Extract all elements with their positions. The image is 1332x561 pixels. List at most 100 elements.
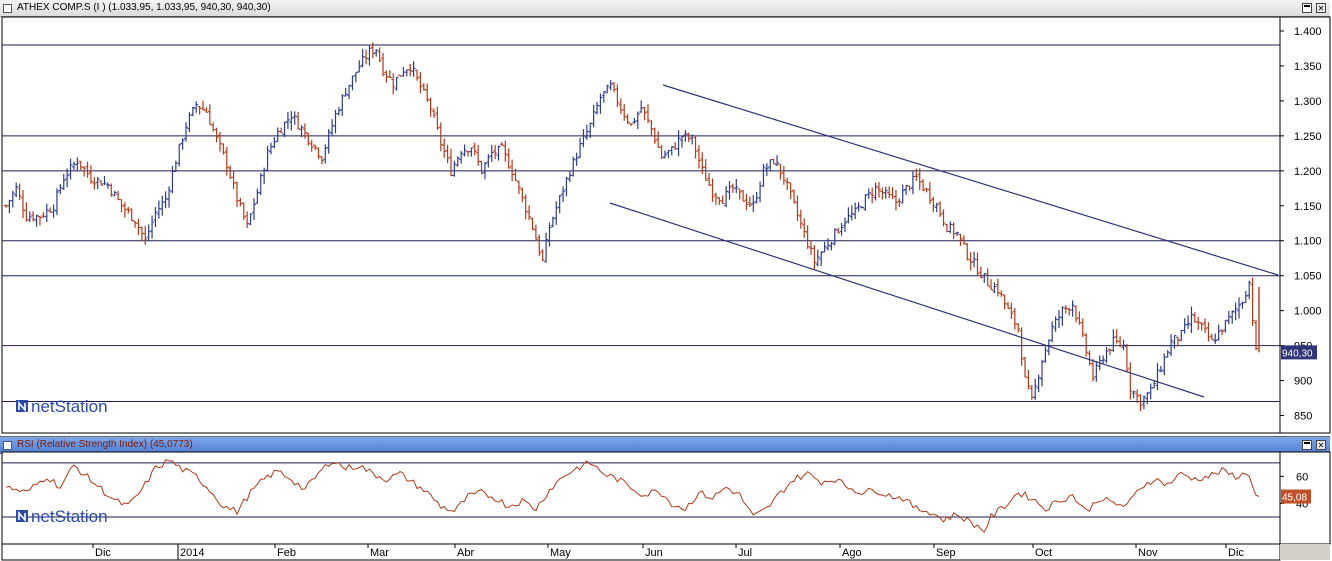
ohlc-bar bbox=[499, 142, 504, 146]
ohlc-bar bbox=[944, 223, 949, 233]
ohlc-bar bbox=[54, 188, 59, 216]
ohlc-bar bbox=[1247, 280, 1252, 300]
rsi-tick-label: 60 bbox=[1296, 471, 1308, 483]
ohlc-bar bbox=[85, 161, 90, 178]
ohlc-bar bbox=[1114, 329, 1119, 344]
ohlc-bar bbox=[1084, 333, 1089, 357]
ohlc-bar bbox=[347, 84, 352, 99]
ohlc-bar bbox=[503, 140, 508, 162]
ohlc-bar bbox=[656, 131, 661, 148]
ohlc-bar bbox=[330, 119, 335, 136]
ohlc-bar bbox=[645, 104, 650, 124]
ohlc-bar bbox=[37, 215, 42, 226]
x-tick-label: Dic bbox=[1228, 547, 1244, 559]
ohlc-bar bbox=[452, 160, 457, 177]
y-tick-label: 950 bbox=[1294, 341, 1312, 353]
ohlc-bar bbox=[377, 47, 382, 63]
ohlc-bar bbox=[635, 111, 640, 130]
ohlc-bar bbox=[972, 251, 977, 268]
ohlc-bar bbox=[1073, 305, 1078, 323]
ohlc-bar bbox=[1179, 329, 1184, 342]
ohlc-bar bbox=[289, 111, 294, 131]
ohlc-bar bbox=[700, 152, 705, 174]
ohlc-bar bbox=[985, 268, 990, 287]
ohlc-bar bbox=[873, 182, 878, 201]
ohlc-bar bbox=[31, 211, 36, 222]
ohlc-bar bbox=[384, 70, 389, 83]
ohlc-bar bbox=[1158, 365, 1163, 373]
ohlc-bar bbox=[642, 106, 647, 121]
ohlc-bar bbox=[652, 127, 657, 144]
ohlc-bar bbox=[187, 112, 192, 133]
ohlc-bar bbox=[7, 199, 12, 214]
ohlc-bar bbox=[184, 122, 189, 142]
ohlc-bar bbox=[112, 191, 117, 197]
rsi-panel-checkbox[interactable] bbox=[3, 440, 12, 450]
ohlc-bar bbox=[608, 80, 613, 91]
ohlc-bar bbox=[741, 189, 746, 202]
ohlc-bar bbox=[924, 187, 929, 193]
rsi-maximize-icon[interactable] bbox=[1302, 440, 1312, 450]
ohlc-bar bbox=[1046, 339, 1051, 356]
ohlc-bar bbox=[262, 167, 267, 184]
ohlc-bar bbox=[795, 195, 800, 221]
ohlc-bar bbox=[683, 130, 688, 142]
ohlc-bar bbox=[618, 98, 623, 115]
ohlc-bar bbox=[306, 132, 311, 146]
ohlc-bar bbox=[1240, 301, 1245, 309]
ohlc-bar bbox=[696, 145, 701, 169]
rsi-close-icon[interactable]: ✕ bbox=[1316, 440, 1326, 450]
ohlc-bar bbox=[598, 93, 603, 114]
ohlc-bar bbox=[119, 199, 124, 213]
ohlc-bar bbox=[713, 192, 718, 205]
ohlc-bar bbox=[160, 195, 165, 216]
ohlc-bar bbox=[34, 214, 39, 227]
ohlc-bar bbox=[1050, 321, 1055, 343]
last-price-text: 940,30 bbox=[1282, 348, 1313, 359]
ohlc-bar bbox=[296, 111, 301, 130]
corner-area bbox=[1280, 544, 1330, 560]
ohlc-bar bbox=[251, 198, 256, 221]
ohlc-bar bbox=[323, 144, 328, 164]
close-icon[interactable]: ✕ bbox=[1316, 3, 1326, 13]
ohlc-bar bbox=[153, 206, 158, 228]
ohlc-bar bbox=[350, 75, 355, 91]
ohlc-bar bbox=[815, 249, 820, 267]
ohlc-bar bbox=[520, 187, 525, 203]
ohlc-bar bbox=[897, 198, 902, 208]
ohlc-bar bbox=[146, 224, 151, 241]
y-tick-label: 900 bbox=[1294, 376, 1312, 388]
last-rsi-text: 45,08 bbox=[1282, 493, 1307, 504]
ohlc-bar bbox=[941, 209, 946, 227]
ohlc-bar bbox=[853, 202, 858, 220]
ohlc-bar bbox=[904, 184, 909, 195]
ohlc-bar bbox=[1128, 362, 1133, 400]
ohlc-bar bbox=[248, 213, 253, 226]
ohlc-bar bbox=[530, 217, 535, 231]
ohlc-bar bbox=[1216, 324, 1221, 341]
ohlc-bar bbox=[102, 175, 107, 186]
ohlc-bar bbox=[435, 106, 440, 130]
ohlc-bar bbox=[679, 135, 684, 148]
ohlc-bar bbox=[537, 234, 542, 257]
ohlc-bar bbox=[95, 177, 100, 190]
ohlc-bar bbox=[1056, 310, 1061, 329]
ohlc-bar bbox=[197, 106, 202, 115]
ohlc-bar bbox=[1162, 353, 1167, 376]
ohlc-bar bbox=[343, 87, 348, 97]
ohlc-bar bbox=[751, 195, 756, 212]
ohlc-bar bbox=[1124, 343, 1129, 372]
ohlc-bar bbox=[540, 249, 545, 262]
ohlc-bar bbox=[506, 148, 511, 169]
ohlc-bar bbox=[639, 100, 644, 113]
ohlc-bar bbox=[880, 187, 885, 200]
ohlc-bar bbox=[632, 118, 637, 124]
ohlc-bar bbox=[394, 76, 399, 91]
ohlc-bar bbox=[938, 201, 943, 217]
maximize-icon[interactable] bbox=[1302, 3, 1312, 13]
price-panel-checkbox[interactable] bbox=[3, 3, 12, 13]
ohlc-bar bbox=[48, 207, 53, 213]
ohlc-bar bbox=[1155, 363, 1160, 391]
x-tick-label: May bbox=[550, 547, 571, 559]
ohlc-bar bbox=[859, 206, 864, 209]
